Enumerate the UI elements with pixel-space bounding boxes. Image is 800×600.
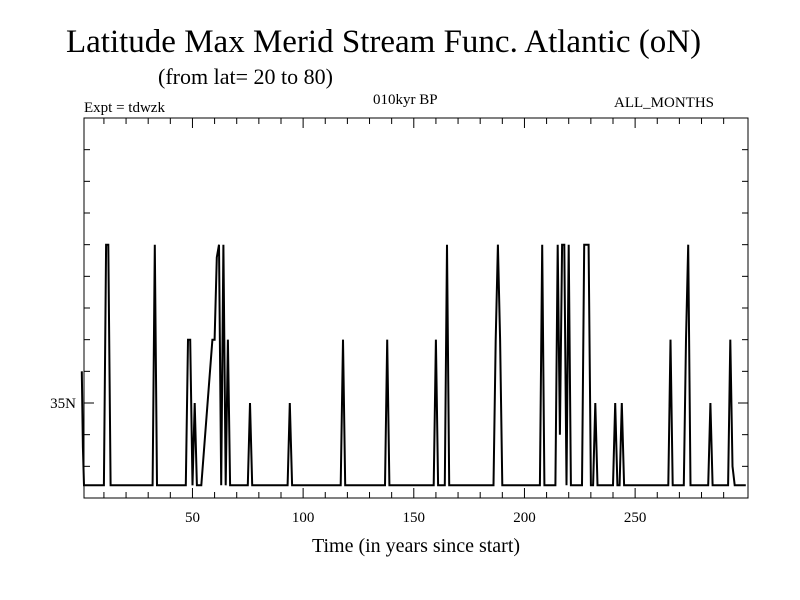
x-tick-label: 200 bbox=[513, 510, 536, 526]
x-tick-label: 250 bbox=[624, 510, 647, 526]
plot-frame bbox=[83, 117, 749, 499]
series-line bbox=[80, 243, 746, 487]
series-layer bbox=[80, 243, 746, 487]
chart-subtitle: (from lat= 20 to 80) bbox=[158, 64, 333, 89]
x-tick-label: 150 bbox=[403, 510, 426, 526]
axes bbox=[83, 117, 749, 499]
months-label: ALL_MONTHS bbox=[614, 95, 714, 111]
ticks: 50 100 150 200 250 35N bbox=[50, 118, 748, 526]
y-tick-label: 35N bbox=[50, 396, 76, 412]
period-label: 010kyr BP bbox=[373, 92, 438, 108]
x-tick-label: 50 bbox=[185, 510, 200, 526]
x-tick-label: 100 bbox=[292, 510, 315, 526]
x-axis-label: Time (in years since start) bbox=[312, 535, 520, 557]
chart-title: Latitude Max Merid Stream Func. Atlantic… bbox=[66, 24, 702, 60]
experiment-label: Expt = tdwzk bbox=[84, 100, 165, 116]
